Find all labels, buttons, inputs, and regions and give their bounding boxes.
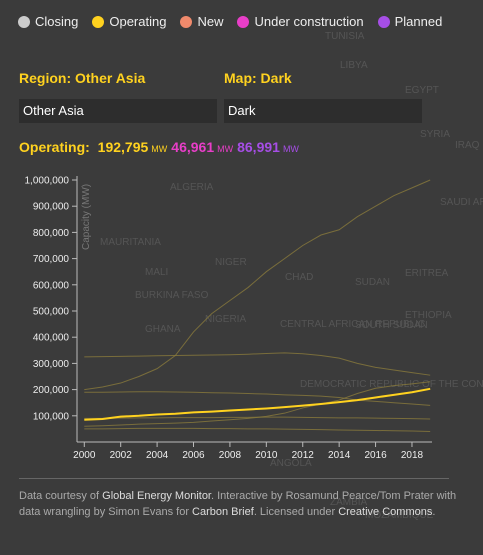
map-label: SUDAN	[355, 277, 390, 288]
map-label: ALGERIA	[170, 182, 214, 193]
series-line	[84, 381, 431, 427]
y-tick-label: 500,000	[33, 307, 70, 318]
y-tick-label: 900,000	[33, 202, 70, 213]
legend-label: Operating	[109, 14, 167, 29]
stat-value: 86,991	[237, 139, 280, 155]
y-tick-label: 400,000	[33, 333, 70, 344]
x-tick-label: 2002	[110, 450, 133, 461]
legend-item[interactable]: Closing	[18, 14, 78, 29]
legend-item[interactable]: Operating	[92, 14, 166, 29]
footer-link[interactable]: Carbon Brief	[192, 505, 254, 518]
map-label: SYRIA	[420, 129, 450, 140]
x-tick-label: 2004	[146, 450, 169, 461]
map-label: BURKINA FASO	[135, 290, 209, 301]
region-label: Region: Other Asia	[19, 70, 146, 86]
map-label: TUNISIA	[325, 31, 365, 42]
x-tick-label: 2008	[219, 450, 242, 461]
divider	[19, 478, 449, 479]
stats-label: Operating:	[19, 139, 90, 155]
chart: 100,000 200,000 300,000 400,000 500,000 600,0…	[25, 176, 432, 461]
map-label: ERITREA	[405, 268, 449, 279]
map-label: LIBYA	[340, 60, 368, 71]
map-label: SAUDI ARABIA	[440, 197, 483, 208]
legend-swatch	[92, 15, 105, 28]
map-label: NIGERIA	[205, 314, 246, 325]
y-tick-label: 300,000	[33, 359, 70, 370]
y-tick-label: 600,000	[33, 280, 70, 291]
map-label: NIGER	[215, 257, 247, 268]
y-tick-label: 200,000	[33, 385, 70, 396]
stat-value: 192,795	[97, 139, 149, 155]
series-line	[84, 427, 431, 433]
x-tick-label: 2016	[364, 450, 387, 461]
y-tick-label: 800,000	[33, 228, 70, 239]
x-tick-label: 2012	[292, 450, 315, 461]
x-tick-label: 2018	[401, 450, 424, 461]
map-label: DEMOCRATIC REPUBLIC OF THE CONGO	[300, 379, 483, 390]
map-label: EGYPT	[405, 85, 439, 96]
y-tick-label: 100,000	[33, 411, 70, 422]
map-select[interactable]: Dark	[224, 99, 422, 123]
map-label: Map: Dark	[224, 70, 292, 86]
series-line	[84, 391, 431, 406]
legend-item[interactable]: Planned	[377, 14, 443, 29]
legend-swatch	[377, 15, 390, 28]
map-label: ANGOLA	[270, 458, 312, 469]
legend-item[interactable]: New	[180, 14, 223, 29]
map-label: CENTRAL AFRICAN REPUBLIC	[280, 319, 425, 330]
map-label: IRAQ	[455, 140, 480, 151]
footer-link[interactable]: Creative Commons	[338, 505, 433, 518]
map-label: MOZAMBIQUE	[365, 510, 434, 521]
x-tick-label: 2006	[182, 450, 205, 461]
legend-swatch	[180, 15, 193, 28]
legend: Closing Operating New Under construction Pla…	[18, 14, 442, 29]
map-label: SOUTH SUDAN	[355, 320, 428, 331]
legend-item[interactable]: Under construction	[237, 14, 364, 29]
legend-swatch	[237, 15, 250, 28]
region-select[interactable]: Other Asia	[19, 99, 217, 123]
map-label: ZAMBIA	[330, 497, 368, 508]
x-tick-label: 2014	[328, 450, 351, 461]
footer: Data courtesy of Global Energy Monitor. …	[19, 489, 459, 520]
stat-unit: MW	[151, 144, 168, 154]
footer-text: . Licensed under	[253, 505, 339, 518]
map-label: MAURITANIA	[100, 237, 161, 248]
series-line	[84, 416, 431, 420]
legend-swatch	[18, 15, 30, 28]
map-label: ETHIOPIA	[405, 310, 452, 321]
map-label: MALI	[145, 267, 168, 278]
stats: Operating: 192,795 MW 46,961 MW 86,991 MW	[19, 139, 303, 155]
stat-value: 46,961	[171, 139, 215, 155]
x-tick-label: 2000	[73, 450, 96, 461]
y-axis-label: Capacity (MW)	[81, 184, 92, 250]
legend-label: New	[197, 14, 224, 29]
legend-label: Planned	[394, 14, 443, 29]
stat-unit: MW	[282, 144, 299, 154]
highlight-line	[84, 387, 431, 421]
legend-label: Under construction	[254, 14, 364, 29]
footer-text: . Interactive by Rosamund Pearce/Tom Pra…	[19, 490, 457, 518]
footer-text: Data courtesy of	[19, 490, 103, 502]
series-line	[84, 352, 431, 376]
y-tick-label: 700,000	[33, 254, 70, 265]
map-label: GHANA	[145, 324, 181, 335]
footer-text: .	[432, 505, 436, 518]
stat-unit: MW	[217, 144, 234, 154]
x-tick-label: 2010	[255, 450, 278, 461]
map-label: CHAD	[285, 272, 313, 283]
series-line	[84, 179, 431, 391]
legend-label: Closing	[35, 14, 79, 29]
y-tick-label: 1,000,000	[25, 176, 70, 187]
footer-link[interactable]: Global Energy Monitor	[102, 490, 211, 502]
